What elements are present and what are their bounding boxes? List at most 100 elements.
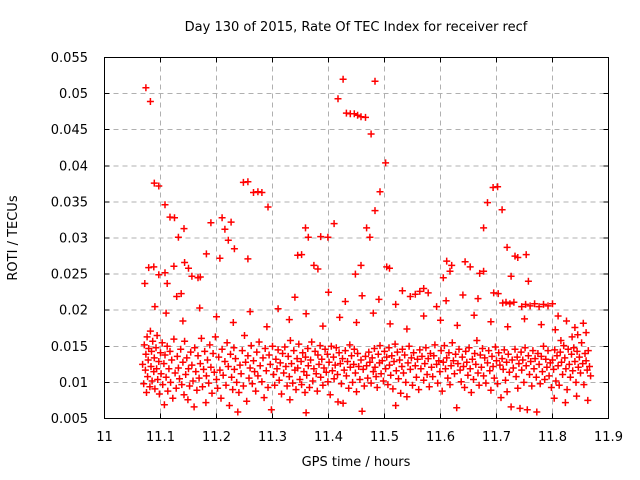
data-point (424, 289, 432, 297)
data-point (144, 356, 152, 364)
data-point (411, 362, 419, 370)
data-point (430, 352, 438, 360)
data-point (510, 298, 518, 306)
data-point (503, 358, 511, 366)
data-point (521, 315, 528, 323)
data-point (276, 359, 284, 367)
data-point (181, 337, 189, 345)
data-point (168, 356, 176, 364)
data-point (444, 374, 452, 382)
data-point (233, 378, 241, 386)
data-point (304, 362, 312, 370)
y-tick-label: 0.03 (59, 232, 88, 247)
data-point (221, 358, 229, 365)
data-point (358, 292, 366, 300)
data-point (569, 367, 577, 375)
data-point (171, 214, 178, 222)
data-point (357, 261, 365, 269)
data-point (299, 349, 307, 357)
data-point (529, 347, 537, 355)
data-point (264, 203, 272, 211)
data-point (519, 356, 527, 364)
data-point (322, 368, 330, 376)
data-point (574, 363, 582, 371)
data-point (227, 218, 235, 226)
data-point (460, 363, 467, 370)
data-point (162, 373, 170, 381)
data-point (148, 377, 156, 385)
data-point (314, 351, 322, 359)
data-point (253, 348, 261, 356)
data-point (330, 375, 338, 383)
data-point (335, 349, 343, 357)
data-point (238, 347, 246, 355)
data-point (159, 381, 167, 389)
data-point (561, 354, 569, 362)
data-point (407, 354, 415, 362)
data-point (547, 384, 555, 391)
data-point (199, 383, 206, 391)
data-point (563, 386, 571, 394)
data-point (141, 366, 149, 374)
data-point (256, 362, 264, 370)
data-point (337, 380, 345, 388)
data-point (540, 342, 547, 350)
data-point (487, 318, 495, 326)
data-point (297, 358, 305, 365)
data-point (538, 368, 546, 376)
data-point (187, 348, 195, 356)
data-point (230, 365, 238, 373)
data-point (266, 360, 274, 368)
data-point (363, 362, 371, 370)
data-point (514, 384, 522, 392)
data-point (302, 353, 309, 361)
data-point (173, 352, 181, 360)
data-point (489, 184, 497, 191)
data-point (290, 347, 298, 355)
data-point (339, 75, 347, 83)
data-point (502, 298, 510, 306)
data-point (242, 358, 250, 366)
data-point (273, 365, 281, 373)
data-point (196, 360, 204, 368)
data-point (437, 316, 444, 324)
data-point (251, 368, 259, 376)
x-tick-label: 11.2 (202, 430, 231, 445)
data-point (386, 361, 393, 369)
data-point (555, 381, 563, 389)
data-point (438, 387, 446, 395)
x-tick-label: 11.5 (370, 430, 399, 445)
data-point (308, 338, 316, 346)
data-point (446, 381, 454, 389)
data-point (359, 365, 367, 373)
data-point (298, 381, 306, 389)
data-point (503, 243, 511, 251)
data-point (219, 371, 227, 379)
data-point (345, 384, 353, 392)
data-point (573, 392, 581, 400)
y-tick-label: 0.02 (59, 304, 88, 319)
data-point (216, 366, 224, 374)
data-point (275, 376, 283, 384)
data-point (418, 352, 426, 360)
y-tick-label: 0.035 (51, 195, 88, 210)
y-tick-label: 0.005 (51, 412, 88, 427)
data-point (312, 370, 320, 378)
data-point (456, 366, 464, 374)
data-point (377, 370, 385, 378)
data-point (271, 381, 279, 389)
data-point (549, 356, 556, 364)
data-point (410, 349, 418, 357)
data-point (526, 371, 533, 378)
data-point (353, 388, 360, 396)
data-point (487, 386, 495, 394)
data-point (554, 362, 562, 370)
data-point (334, 371, 341, 378)
data-point (150, 354, 158, 362)
data-point (371, 363, 379, 371)
data-point (179, 317, 187, 325)
data-point (452, 350, 460, 358)
data-point (465, 344, 473, 352)
chart-title: Day 130 of 2015, Rate Of TEC Index for r… (185, 20, 528, 35)
data-point (475, 381, 483, 389)
